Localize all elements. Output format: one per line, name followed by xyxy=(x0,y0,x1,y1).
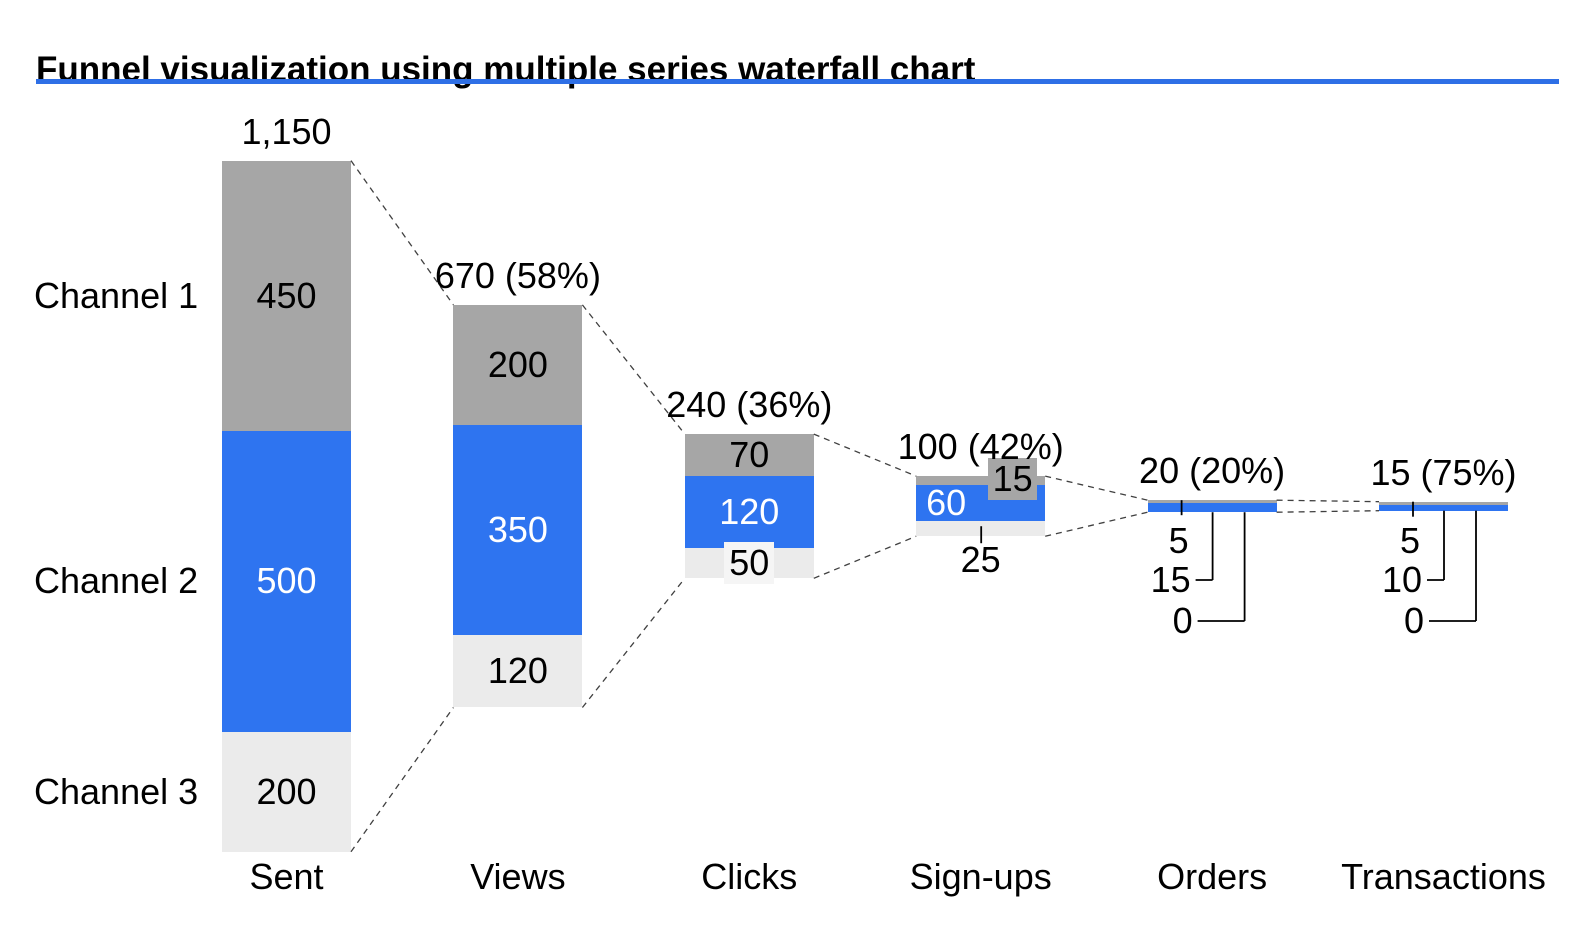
category-label: Sent xyxy=(249,856,324,897)
bar-segment xyxy=(453,425,583,636)
bar-segment xyxy=(916,521,1046,537)
category-label: Sign-ups xyxy=(909,856,1052,897)
segment-label: 15 xyxy=(1150,559,1191,600)
connector-line xyxy=(1045,511,1148,537)
segment-label: 0 xyxy=(1172,600,1193,641)
total-label: 15 (75%) xyxy=(1370,451,1517,493)
segment-label: 0 xyxy=(1403,600,1424,641)
segment-label-callout: 50 xyxy=(724,542,775,585)
segment-label: 500 xyxy=(256,560,317,602)
bar-segment xyxy=(222,160,351,432)
segment-label: 5 xyxy=(1168,520,1189,561)
segment-label-callout: 15 xyxy=(988,458,1038,501)
bar-segment xyxy=(1147,503,1277,513)
bar-segment xyxy=(916,476,1046,486)
connector-line xyxy=(1045,475,1148,501)
category-label: Transactions xyxy=(1341,856,1546,897)
total-label: 240 (36%) xyxy=(666,384,833,426)
channel-label: Channel 2 xyxy=(34,560,199,602)
category-label: Clicks xyxy=(701,856,798,897)
segment-label: 120 xyxy=(719,491,780,533)
segment-label: 60 xyxy=(926,482,967,524)
segment-label: 120 xyxy=(487,650,548,692)
connector-line xyxy=(1276,499,1380,503)
connector-line xyxy=(1276,510,1380,513)
bar-segment xyxy=(1147,500,1277,504)
segment-label: 200 xyxy=(487,343,548,385)
connector-line xyxy=(350,707,454,853)
title-underline xyxy=(36,79,1559,84)
total-label: 1,150 xyxy=(241,110,332,152)
segment-label: 350 xyxy=(487,509,548,551)
bar-segment xyxy=(222,731,351,852)
bar-segment xyxy=(1379,501,1508,505)
segment-label: 10 xyxy=(1381,559,1422,600)
bar-segment xyxy=(222,431,351,732)
segment-label: 70 xyxy=(729,434,770,476)
total-label: 20 (20%) xyxy=(1139,450,1286,492)
channel-label: Channel 1 xyxy=(34,274,199,316)
bar-segment xyxy=(684,434,814,477)
total-label: 670 (58%) xyxy=(434,254,601,296)
channel-label: Channel 3 xyxy=(34,770,199,812)
bar-segment xyxy=(453,304,583,426)
bar-segment xyxy=(1379,504,1508,511)
segment-label: 450 xyxy=(256,274,317,316)
connector-line xyxy=(581,577,686,708)
segment-label: 200 xyxy=(256,770,317,812)
category-label: Views xyxy=(470,856,566,897)
bar-segment xyxy=(684,476,814,549)
segment-label: 25 xyxy=(960,539,1001,580)
segment-label: 5 xyxy=(1399,520,1421,561)
category-label: Orders xyxy=(1157,856,1268,897)
total-label: 100 (42%) xyxy=(897,426,1064,468)
bar-segment xyxy=(453,635,583,708)
connector-line xyxy=(813,535,917,579)
